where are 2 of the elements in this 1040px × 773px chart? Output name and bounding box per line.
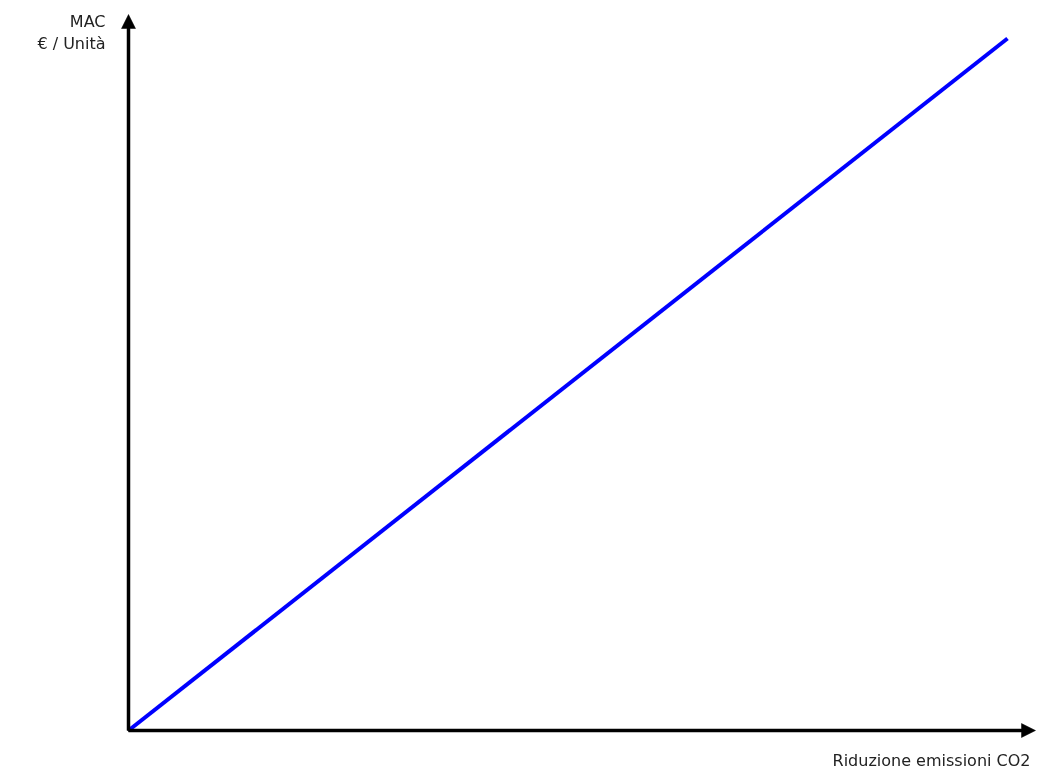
- y-axis-title: MAC € / Unità: [37, 11, 106, 53]
- x-axis-title: Riduzione emissioni CO2: [832, 750, 1031, 770]
